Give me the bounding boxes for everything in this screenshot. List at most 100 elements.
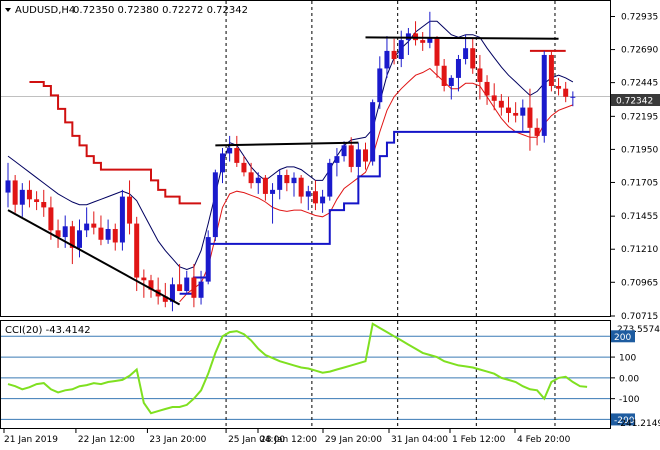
bear-candle [470,48,476,69]
bear-candle [26,189,32,200]
bear-candle [534,127,540,136]
cci-level-label: 100 [619,354,636,364]
bear-candle [312,191,318,204]
bear-candle [234,148,240,163]
time-tick-label: 1 Feb 12:00 [452,435,506,445]
price-axis: 0.72935 0.72690 0.72445 0.72195 0.71950 0.717… [611,13,658,322]
current-price-label: 0.72342 [616,97,653,107]
cci-min-label: -241.2149 [617,419,660,429]
bull-candle [277,175,283,190]
price-tick-label: 0.72935 [621,13,658,23]
symbol-label: AUDUSD,H4 [15,5,75,16]
bear-candle [134,223,140,278]
cci-level-tag: -200 [614,416,635,426]
trend-line [365,36,559,40]
bear-candle [241,162,247,173]
triangle-down-icon[interactable] [5,8,11,12]
cci-max-label: 273.5574 [617,325,660,335]
bull-candle [355,149,361,167]
bull-candle [169,284,175,302]
price-tick-label: 0.71455 [621,212,658,222]
price-tick-label: 0.70715 [621,312,658,322]
price-tick-label: 0.71210 [621,245,658,255]
bear-candle [34,199,40,203]
price-tick-label: 0.70965 [621,278,658,288]
bull-candle [327,162,333,197]
bull-candle [227,148,233,154]
time-tick-label: 31 Jan 04:00 [391,435,448,445]
time-axis: 21 Jan 2019 22 Jan 12:00 23 Jan 20:00 25 Ja… [3,429,571,445]
bull-candle [105,228,111,240]
bull-candle [212,172,218,238]
time-tick-label: 29 Jan 20:00 [325,435,382,445]
cci-level-tag-bg [611,413,635,426]
bear-candle [112,228,118,243]
bear-candle [48,207,54,231]
cci-line [7,322,588,415]
bear-candle [141,277,147,281]
bear-candle [420,40,426,43]
bull-candle [184,277,190,292]
bear-candle [91,223,97,228]
bear-candle [556,85,562,89]
bull-candle [270,189,276,194]
bear-candle [127,196,133,224]
cci-series-line [7,322,588,415]
bear-candle [441,65,447,86]
price-tick-label: 0.72690 [621,46,658,56]
bear-candle [484,81,490,96]
price-tick-label: 0.72195 [621,112,658,122]
blue-stepped-line [179,130,530,295]
current-price-tag [611,94,660,106]
bear-candle [548,54,554,86]
bull-candle [119,196,125,243]
trend-line [7,209,181,306]
bull-candle [448,77,454,86]
bear-candle [284,175,290,184]
bull-candle [455,59,461,78]
bull-candle [520,107,526,116]
bull-candle [305,191,311,197]
bear-candle [391,50,397,60]
bull-candle [341,145,347,157]
cci-level-tag: 200 [614,333,631,343]
price-overlays [7,20,574,303]
bull-candle [220,153,225,173]
bear-candle [491,95,497,101]
bear-candle [248,172,254,184]
bull-candle [427,37,433,43]
cci-panel[interactable] [0,320,611,429]
ohlc-label: 0.72350 0.72380 0.72272 0.72342 [73,5,248,16]
bear-candle [513,112,519,116]
trend-lines [7,36,559,306]
upper-band-line [7,20,574,271]
bear-candle [148,280,154,290]
bear-candle [12,180,18,205]
bull-candle [77,230,82,248]
time-tick-label: 25 Jan 04:00 [228,435,285,445]
bear-candle [177,284,183,292]
time-tick-label: 28 Jan 12:00 [260,435,317,445]
bull-candle [398,40,404,60]
bear-candle [98,227,104,240]
cci-header: CCI(20) -43.4142 [5,325,91,336]
bull-candle [541,54,547,136]
bull-candle [205,237,211,282]
bull-candle [5,180,11,193]
cci-level-lines [1,335,610,420]
bull-candle [384,50,390,69]
bear-candle [434,37,440,66]
price-tick-label: 0.72445 [621,79,658,89]
time-tick-label: 4 Feb 20:00 [517,435,571,445]
main-chart-panel[interactable] [0,0,611,317]
bear-candle [262,177,268,194]
bear-candle [162,296,168,302]
bear-candle [477,68,483,82]
bear-candle [363,149,368,162]
red-stepped-line [29,80,202,205]
bull-candle [570,96,576,98]
cci-level-label: -100 [619,395,640,405]
bear-candle [506,107,511,113]
